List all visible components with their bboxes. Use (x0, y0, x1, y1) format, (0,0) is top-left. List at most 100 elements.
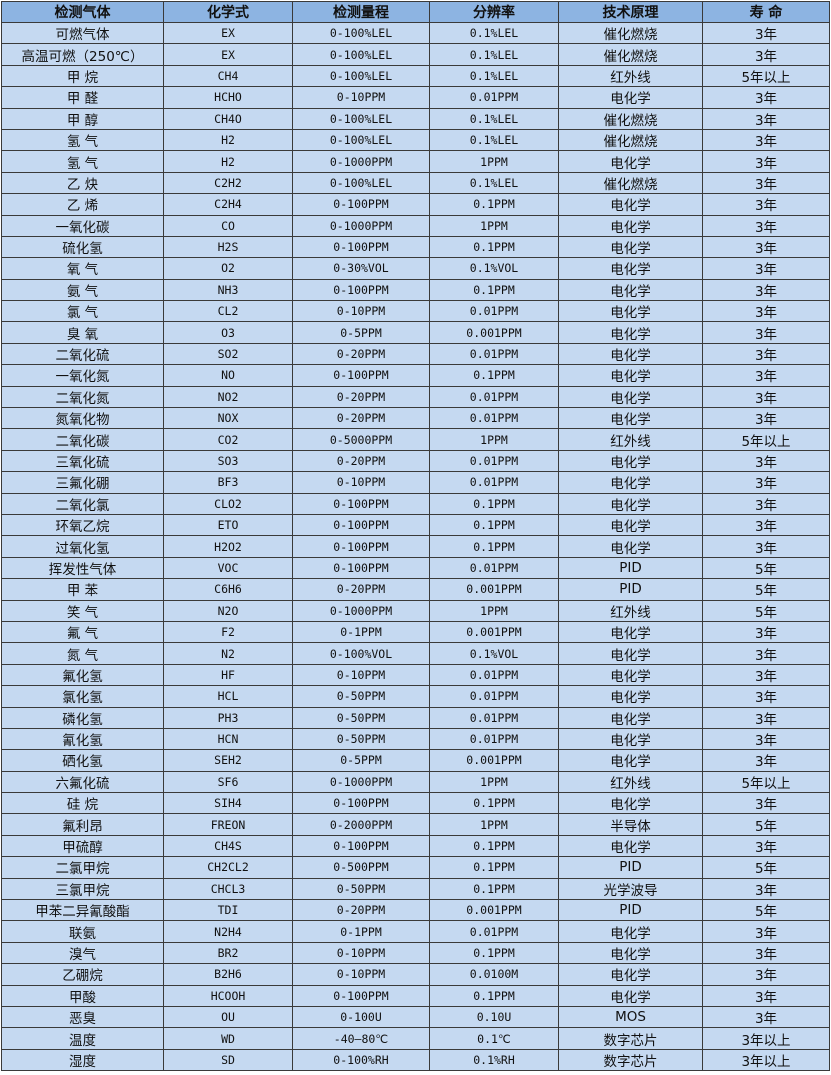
table-row: 温度 WD -40—80℃ 0.1℃ 数字芯片 3年以上 (1, 1027, 830, 1050)
cell-lifespan: 3年 (702, 834, 830, 858)
table-row: 乙硼烷 B2H6 0-10PPM 0.0100M 电化学 3年 (1, 963, 830, 986)
cell-range: 0-100PPM (292, 834, 430, 858)
cell-formula: CO2 (163, 428, 293, 451)
cell-principle: 电化学 (558, 535, 703, 558)
cell-range: 0-10PPM (292, 941, 430, 965)
cell-range: 0-100%LEL (292, 128, 430, 152)
cell-gas-name: 氟 气 (1, 620, 164, 644)
cell-range: 0-20PPM (292, 899, 430, 922)
cell-gas-name: 一氧化氮 (1, 364, 164, 387)
cell-principle: 电化学 (558, 663, 703, 687)
cell-principle: 催化燃烧 (558, 107, 703, 130)
table-row: 硅 烷 SIH4 0-100PPM 0.1PPM 电化学 3年 (1, 792, 830, 815)
cell-lifespan: 3年 (702, 43, 830, 66)
table-row: 二氧化氯 CLO2 0-100PPM 0.1PPM 电化学 3年 (1, 492, 830, 515)
cell-principle: 电化学 (558, 214, 703, 237)
cell-lifespan: 5年以上 (702, 428, 830, 451)
cell-lifespan: 3年以上 (702, 1048, 830, 1072)
cell-lifespan: 3年 (702, 21, 830, 45)
cell-resolution: 0.1PPM (429, 278, 559, 302)
cell-formula: SO3 (163, 449, 293, 473)
cell-resolution: 0.1℃ (429, 1027, 559, 1050)
table-row: 臭 氧 O3 0-5PPM 0.001PPM 电化学 3年 (1, 321, 830, 344)
cell-resolution: 0.1%RH (429, 1048, 559, 1072)
table-row: 甲 烷 CH4 0-100%LEL 0.1%LEL 红外线 5年以上 (1, 64, 830, 88)
column-header-formula: 化学式 (163, 1, 293, 23)
cell-lifespan: 3年 (702, 449, 830, 473)
cell-principle: 电化学 (558, 920, 703, 943)
cell-resolution: 0.1PPM (429, 856, 559, 879)
cell-formula: F2 (163, 620, 293, 644)
cell-range: 0-50PPM (292, 877, 430, 901)
table-row: 挥发性气体 VOC 0-100PPM 0.01PPM PID 5年 (1, 556, 830, 580)
cell-resolution: 1PPM (429, 599, 559, 622)
cell-resolution: 0.1PPM (429, 193, 559, 216)
cell-principle: 电化学 (558, 620, 703, 644)
cell-formula: H2 (163, 150, 293, 173)
cell-lifespan: 3年 (702, 385, 830, 409)
cell-range: 0-20PPM (292, 578, 430, 601)
cell-formula: NO (163, 364, 293, 387)
cell-resolution: 0.1%VOL (429, 257, 559, 280)
cell-range: 0-100PPM (292, 364, 430, 387)
cell-gas-name: 甲 烷 (1, 64, 164, 88)
cell-resolution: 0.01PPM (429, 471, 559, 494)
cell-principle: 电化学 (558, 749, 703, 772)
cell-principle: 数字芯片 (558, 1027, 703, 1050)
cell-lifespan: 3年 (702, 513, 830, 537)
cell-gas-name: 臭 氧 (1, 321, 164, 344)
cell-resolution: 0.1%LEL (429, 43, 559, 66)
cell-formula: CLO2 (163, 492, 293, 515)
cell-range: 0-10PPM (292, 86, 430, 109)
cell-gas-name: 二氧化氮 (1, 385, 164, 409)
table-row: 联氨 N2H4 0-1PPM 0.01PPM 电化学 3年 (1, 920, 830, 943)
cell-lifespan: 3年 (702, 920, 830, 943)
cell-lifespan: 3年以上 (702, 1027, 830, 1050)
cell-gas-name: 氨 气 (1, 278, 164, 302)
cell-resolution: 0.1PPM (429, 941, 559, 965)
table-row: 氟利昂 FREON 0-2000PPM 1PPM 半导体 5年 (1, 813, 830, 836)
cell-range: 0-5PPM (292, 749, 430, 772)
cell-principle: 催化燃烧 (558, 21, 703, 45)
cell-range: 0-1PPM (292, 920, 430, 943)
cell-gas-name: 甲 醛 (1, 86, 164, 109)
column-header-gas-name: 检测气体 (1, 1, 164, 23)
cell-gas-name: 联氨 (1, 920, 164, 943)
column-header-range: 检测量程 (292, 1, 430, 23)
cell-resolution: 0.1PPM (429, 877, 559, 901)
cell-gas-name: 过氧化氢 (1, 535, 164, 558)
cell-lifespan: 3年 (702, 492, 830, 515)
cell-lifespan: 3年 (702, 685, 830, 708)
cell-gas-name: 甲 醇 (1, 107, 164, 130)
cell-lifespan: 5年 (702, 899, 830, 922)
table-row: 三氯甲烷 CHCL3 0-50PPM 0.1PPM 光学波导 3年 (1, 877, 830, 901)
cell-principle: 电化学 (558, 642, 703, 665)
cell-resolution: 0.01PPM (429, 86, 559, 109)
cell-gas-name: 甲 苯 (1, 578, 164, 601)
table-row: 三氟化硼 BF3 0-10PPM 0.01PPM 电化学 3年 (1, 471, 830, 494)
cell-resolution: 1PPM (429, 813, 559, 836)
cell-formula: N2H4 (163, 920, 293, 943)
cell-gas-name: 氟化氢 (1, 663, 164, 687)
cell-lifespan: 5年以上 (702, 64, 830, 88)
table-row: 氯 气 CL2 0-10PPM 0.01PPM 电化学 3年 (1, 300, 830, 323)
cell-gas-name: 笑 气 (1, 599, 164, 622)
cell-lifespan: 3年 (702, 128, 830, 152)
cell-resolution: 0.01PPM (429, 407, 559, 430)
cell-lifespan: 3年 (702, 193, 830, 216)
cell-resolution: 0.1PPM (429, 834, 559, 858)
cell-gas-name: 三氟化硼 (1, 471, 164, 494)
cell-principle: 电化学 (558, 385, 703, 409)
cell-gas-name: 氯化氢 (1, 685, 164, 708)
cell-formula: SO2 (163, 342, 293, 366)
cell-lifespan: 3年 (702, 984, 830, 1007)
cell-resolution: 0.001PPM (429, 620, 559, 644)
table-row: 乙 炔 C2H2 0-100%LEL 0.1%LEL 催化燃烧 3年 (1, 171, 830, 195)
table-row: 氢 气 H2 0-100%LEL 0.1%LEL 催化燃烧 3年 (1, 128, 830, 152)
table-row: 氢 气 H2 0-1000PPM 1PPM 电化学 3年 (1, 150, 830, 173)
cell-principle: 电化学 (558, 984, 703, 1007)
cell-principle: 红外线 (558, 428, 703, 451)
cell-formula: HCL (163, 685, 293, 708)
cell-formula: CO (163, 214, 293, 237)
cell-gas-name: 溴气 (1, 941, 164, 965)
